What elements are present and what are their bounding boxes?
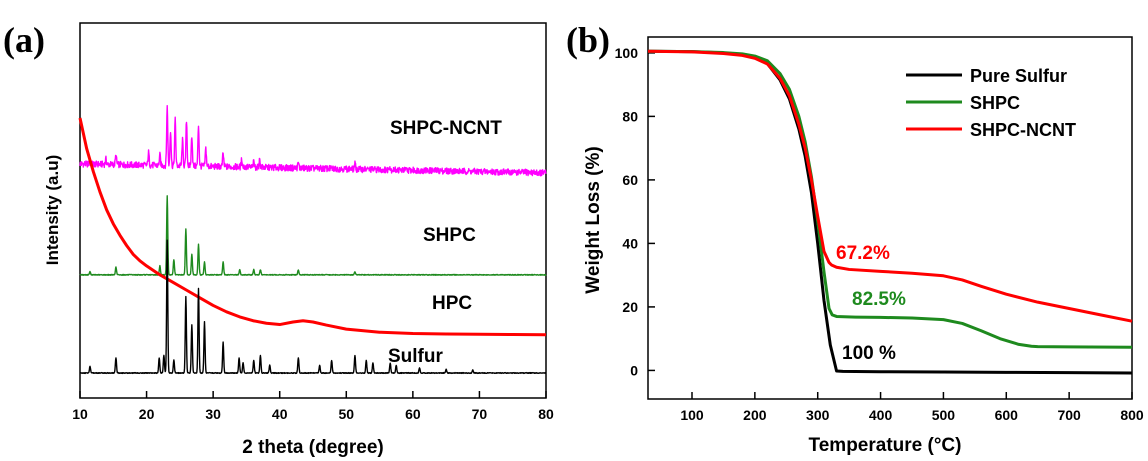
- panel-a-x-axis: 10 20 30 40 50 60 70 80: [72, 391, 554, 422]
- panel-a-y-title: Intensity (a.u): [43, 155, 62, 266]
- panel-a-x-title: 2 theta (degree): [242, 437, 383, 458]
- panel-b-label: (b): [566, 20, 610, 60]
- panel-a-frame: [79, 22, 547, 399]
- y-tick-label: 100: [615, 45, 639, 61]
- x-tick-label: 60: [405, 406, 421, 422]
- x-tick-label: 20: [139, 406, 155, 422]
- annotation-100: 100 %: [842, 343, 896, 364]
- y-tick-label: 0: [630, 362, 638, 378]
- panel-a: (a) 10 20 30 40 50 60 70 80 2 theta (degree) In…: [3, 20, 554, 458]
- x-tick-label: 700: [1057, 407, 1081, 423]
- panel-b-x-title: Temperature (°C): [809, 435, 962, 456]
- series-shpc: [647, 49, 1133, 349]
- panel-b-x-axis: 100 200 300 400 500 600 700 800: [680, 392, 1144, 423]
- y-tick-label: 80: [622, 108, 638, 124]
- series-shpc: [79, 195, 547, 276]
- annotation-sulfur: Sulfur: [388, 346, 443, 367]
- legend-label-shpc-ncnt: SHPC-NCNT: [970, 120, 1076, 140]
- series-shpc-ncnt: [647, 49, 1133, 323]
- panel-b-y-axis: 0 20 40 60 80 100: [615, 45, 655, 378]
- panel-b: (b) 100 200 300 400 500 600 700 800 0 20 40 60 80 10…: [566, 20, 1144, 456]
- series-hpc: [78, 117, 547, 337]
- panel-b-series: [647, 49, 1133, 375]
- panel-b-frame: [647, 36, 1133, 400]
- legend-label-pure-sulfur: Pure Sulfur: [970, 66, 1067, 86]
- x-tick-label: 500: [932, 407, 956, 423]
- series-sulfur: [79, 239, 547, 375]
- annotation-shpc-ncnt: SHPC-NCNT: [390, 118, 502, 139]
- y-tick-label: 40: [622, 235, 638, 251]
- annotation-82-5: 82.5%: [852, 289, 906, 310]
- x-tick-label: 40: [272, 406, 288, 422]
- legend-label-shpc: SHPC: [970, 93, 1020, 113]
- x-tick-label: 70: [472, 406, 488, 422]
- panel-a-series: [78, 104, 547, 375]
- series-pure-sulfur: [647, 49, 1133, 375]
- x-tick-label: 600: [995, 407, 1019, 423]
- x-tick-label: 300: [806, 407, 830, 423]
- annotation-67-2: 67.2%: [836, 243, 890, 264]
- x-tick-label: 200: [743, 407, 767, 423]
- y-tick-label: 60: [622, 172, 638, 188]
- y-tick-label: 20: [622, 299, 638, 315]
- x-tick-label: 50: [338, 406, 354, 422]
- panel-b-y-title: Weight Loss (%): [583, 146, 604, 293]
- series-shpc-ncnt: [79, 104, 547, 177]
- x-tick-label: 400: [869, 407, 893, 423]
- annotation-hpc: HPC: [432, 293, 472, 314]
- x-tick-label: 80: [538, 406, 554, 422]
- x-tick-label: 800: [1120, 407, 1144, 423]
- legend: Pure Sulfur SHPC SHPC-NCNT: [906, 66, 1076, 140]
- panel-a-label: (a): [3, 20, 45, 60]
- x-tick-label: 100: [680, 407, 704, 423]
- x-tick-label: 10: [72, 406, 88, 422]
- annotation-shpc: SHPC: [423, 225, 476, 246]
- x-tick-label: 30: [205, 406, 221, 422]
